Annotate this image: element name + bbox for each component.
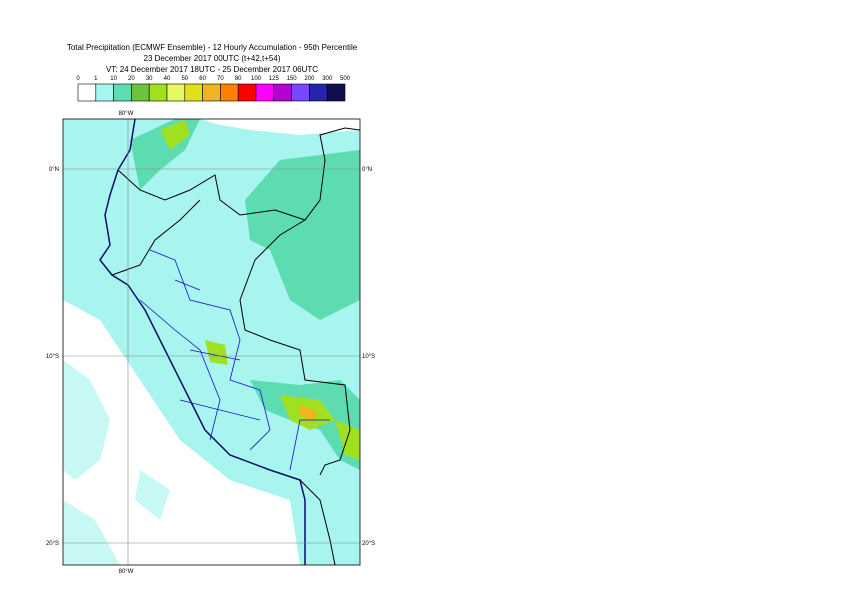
legend-label: 150 xyxy=(287,76,298,82)
legend-swatch xyxy=(255,83,275,102)
legend-swatch xyxy=(237,83,257,102)
dry-area xyxy=(200,119,360,135)
legend-label: 80 xyxy=(235,76,242,82)
lat-label: 20°S xyxy=(46,541,59,547)
legend-label: 70 xyxy=(217,76,224,82)
legend-swatch xyxy=(95,83,114,102)
legend-label: 10 xyxy=(110,76,117,82)
lon-label: 80°W xyxy=(119,111,134,117)
lon-label: 80°W xyxy=(119,569,134,575)
subtitle: 23 December 2017 00UTC (t+42,t+54) xyxy=(144,54,281,63)
legend-swatch xyxy=(131,83,150,102)
legend-swatch xyxy=(166,83,186,102)
peak-area xyxy=(300,405,318,422)
lat-label: 0°N xyxy=(362,167,372,173)
legend-label: 0 xyxy=(76,76,80,82)
legend-swatch xyxy=(202,83,221,102)
legend-swatch xyxy=(220,83,239,102)
legend-label: 1 xyxy=(94,76,98,82)
coastline xyxy=(99,119,306,565)
legend-label: 125 xyxy=(269,76,280,82)
moderate-area xyxy=(245,150,360,320)
legend-label: 100 xyxy=(251,76,262,82)
legend-label: 200 xyxy=(304,76,315,82)
legend-swatch xyxy=(77,83,97,102)
region-border xyxy=(139,249,330,471)
legend-label: 50 xyxy=(181,76,188,82)
legend-label: 60 xyxy=(199,76,206,82)
map-frame xyxy=(62,118,361,566)
map xyxy=(63,119,360,565)
title: Total Precipitation (ECMWF Ensemble) - 1… xyxy=(67,43,358,52)
legend-swatch xyxy=(309,83,328,102)
subtitle: VT: 24 December 2017 18UTC - 25 December… xyxy=(106,65,318,74)
legend-label: 500 xyxy=(340,76,351,82)
legend-swatch xyxy=(326,83,346,102)
heavy-area xyxy=(160,120,360,460)
legend-label: 30 xyxy=(146,76,153,82)
legend-swatch xyxy=(184,83,203,102)
legend-swatch xyxy=(273,83,292,102)
legend-label: 300 xyxy=(322,76,333,82)
legend-swatch xyxy=(113,83,132,102)
country-border xyxy=(111,127,360,565)
legend-label: 20 xyxy=(128,76,135,82)
legend: 0 1 10 20 30 40 50 60 70 80 100 125 150 200 300 500 xyxy=(76,76,351,102)
dry-area xyxy=(63,300,300,565)
lat-label: 10°S xyxy=(46,354,59,360)
lat-label: 0°N xyxy=(49,167,59,173)
legend-swatch xyxy=(291,83,310,102)
light-area xyxy=(63,360,170,565)
lat-label: 20°S xyxy=(362,541,375,547)
lat-label: 10°S xyxy=(362,354,375,360)
legend-label: 40 xyxy=(164,76,171,82)
legend-swatch xyxy=(148,83,168,102)
